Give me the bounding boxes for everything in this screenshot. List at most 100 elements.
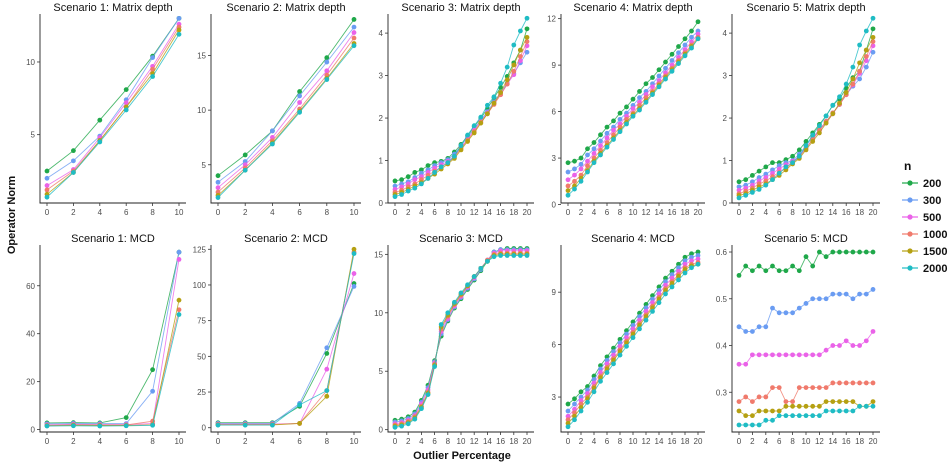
- data-point-1000: [44, 187, 50, 193]
- data-point-1500: [803, 147, 809, 153]
- data-point-2000: [176, 31, 182, 37]
- data-point-2000: [438, 322, 444, 327]
- data-point-2000: [419, 406, 424, 412]
- data-point-200: [803, 139, 809, 144]
- series-line-500: [218, 273, 355, 425]
- data-point-300: [823, 296, 829, 302]
- data-point-500: [857, 343, 862, 348]
- data-point-1000: [511, 68, 517, 74]
- data-point-300: [565, 169, 571, 175]
- legend-label: 1000: [923, 229, 947, 241]
- data-point-2000: [630, 113, 636, 119]
- data-point-500: [870, 329, 876, 334]
- series-line-200: [394, 248, 527, 421]
- data-point-2000: [452, 153, 457, 159]
- data-point-2000: [598, 378, 603, 384]
- data-point-2000: [399, 423, 404, 429]
- data-point-300: [750, 329, 755, 334]
- data-point-500: [743, 361, 749, 367]
- data-point-1000: [585, 163, 590, 169]
- data-point-1000: [850, 81, 856, 87]
- x-tick-label: 2: [243, 208, 248, 217]
- x-tick-label: 8: [150, 208, 155, 217]
- data-point-200: [71, 148, 76, 154]
- data-point-500: [803, 352, 809, 358]
- data-point-200: [297, 89, 302, 94]
- data-point-1500: [817, 403, 822, 409]
- data-point-300: [351, 283, 357, 289]
- data-point-2000: [783, 413, 789, 419]
- data-point-500: [123, 100, 129, 106]
- data-point-2000: [511, 253, 517, 258]
- y-tick-label: 0: [723, 199, 728, 208]
- data-point-2000: [572, 186, 577, 192]
- y-tick-label: 3: [552, 393, 557, 402]
- y-tick-label: 6: [552, 341, 557, 350]
- legend-item-1000: 1000: [902, 229, 947, 241]
- data-point-300: [796, 305, 802, 311]
- data-point-500: [770, 170, 775, 176]
- y-tick-label: 9: [552, 288, 557, 297]
- data-point-300: [790, 310, 795, 316]
- x-tick-label: 16: [668, 208, 677, 217]
- data-point-300: [71, 158, 76, 164]
- x-tick-label: 4: [270, 208, 275, 217]
- data-point-300: [830, 291, 836, 297]
- y-tick-label: 4: [723, 29, 728, 38]
- y-tick-label: 6: [552, 108, 557, 117]
- data-point-200: [565, 160, 571, 166]
- data-point-300: [810, 296, 816, 302]
- data-point-2000: [695, 261, 701, 267]
- data-point-500: [572, 172, 577, 178]
- data-point-1000: [150, 66, 156, 72]
- data-point-2000: [578, 408, 584, 414]
- data-point-200: [689, 28, 694, 34]
- data-point-500: [663, 282, 668, 288]
- x-tick-label: 12: [815, 437, 824, 446]
- data-point-1500: [176, 27, 182, 33]
- data-point-500: [565, 413, 571, 419]
- data-point-200: [215, 173, 221, 179]
- data-point-500: [843, 338, 849, 344]
- x-tick-label: 14: [828, 437, 837, 446]
- x-tick-label: 4: [592, 437, 597, 446]
- x-tick-label: 4: [419, 208, 424, 217]
- data-point-500: [763, 175, 769, 180]
- data-point-2000: [796, 153, 802, 159]
- data-point-500: [176, 256, 182, 262]
- legend-item-1500: 1500: [902, 246, 947, 258]
- x-tick-label: 6: [297, 437, 302, 446]
- y-tick-label: 0: [379, 199, 384, 208]
- data-point-2000: [669, 284, 675, 290]
- x-tick-label: 8: [446, 208, 451, 217]
- data-point-1500: [565, 420, 571, 426]
- x-tick-label: 20: [694, 437, 703, 446]
- data-point-1000: [770, 385, 775, 390]
- data-point-200: [572, 158, 577, 164]
- data-point-2000: [351, 43, 357, 49]
- x-tick-label: 10: [629, 437, 638, 446]
- y-tick-label: 0: [379, 426, 384, 435]
- data-point-1500: [817, 130, 822, 136]
- data-point-2000: [215, 422, 221, 428]
- data-point-2000: [863, 28, 869, 34]
- data-point-300: [837, 291, 842, 297]
- series-line-2000: [46, 314, 180, 427]
- panel-10: Scenario 5: MCD 0.3 0.4 0.5 0.6 0 2 4 6 8 10 12 14 16…: [716, 233, 880, 446]
- data-point-300: [763, 324, 769, 330]
- data-point-2000: [478, 114, 484, 120]
- data-point-1500: [830, 111, 836, 117]
- data-point-2000: [837, 94, 842, 100]
- panel-7: Scenario 2: MCD 0 25 50 75 100 125 0 2 4 6 8 10: [193, 233, 361, 446]
- data-point-2000: [598, 152, 603, 158]
- data-point-500: [682, 261, 688, 267]
- data-point-2000: [585, 399, 590, 405]
- data-point-1500: [458, 147, 464, 153]
- x-tick-label: 10: [457, 208, 466, 217]
- data-point-2000: [650, 309, 655, 314]
- data-point-200: [524, 26, 530, 32]
- data-point-500: [736, 187, 742, 193]
- data-point-1500: [770, 408, 775, 414]
